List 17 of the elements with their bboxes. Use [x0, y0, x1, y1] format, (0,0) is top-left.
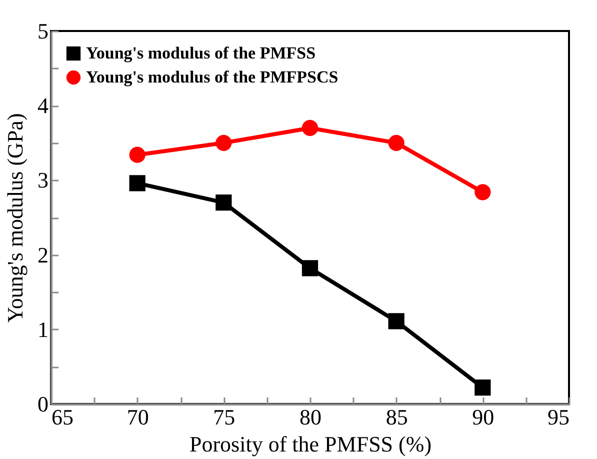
y-tick-label: 2	[38, 242, 48, 268]
y-tick-label: 5	[38, 18, 48, 44]
y-tick-label: 3	[38, 168, 48, 193]
x-tick-label: 75	[213, 404, 236, 430]
y-axis-title: Young's modulus (GPa)	[2, 113, 28, 323]
y-tick-label: 4	[38, 93, 48, 118]
y-tick-label: 0	[38, 392, 48, 416]
legend-label: Young's modulus of the PMFPSCS	[86, 68, 338, 86]
x-tick-label: 80	[300, 404, 322, 430]
x-tick-label: 90	[472, 404, 494, 430]
x-tick-label: 65	[52, 404, 74, 430]
x-tick-label: 70	[126, 404, 149, 430]
y-tick-label: 1	[38, 316, 48, 342]
legend-label: Young's modulus of the PMFSS	[86, 44, 316, 62]
x-axis-title: Porosity of the PMFSS (%)	[189, 432, 432, 456]
x-tick-label: 95	[548, 404, 570, 430]
x-tick-label: 85	[386, 404, 408, 430]
